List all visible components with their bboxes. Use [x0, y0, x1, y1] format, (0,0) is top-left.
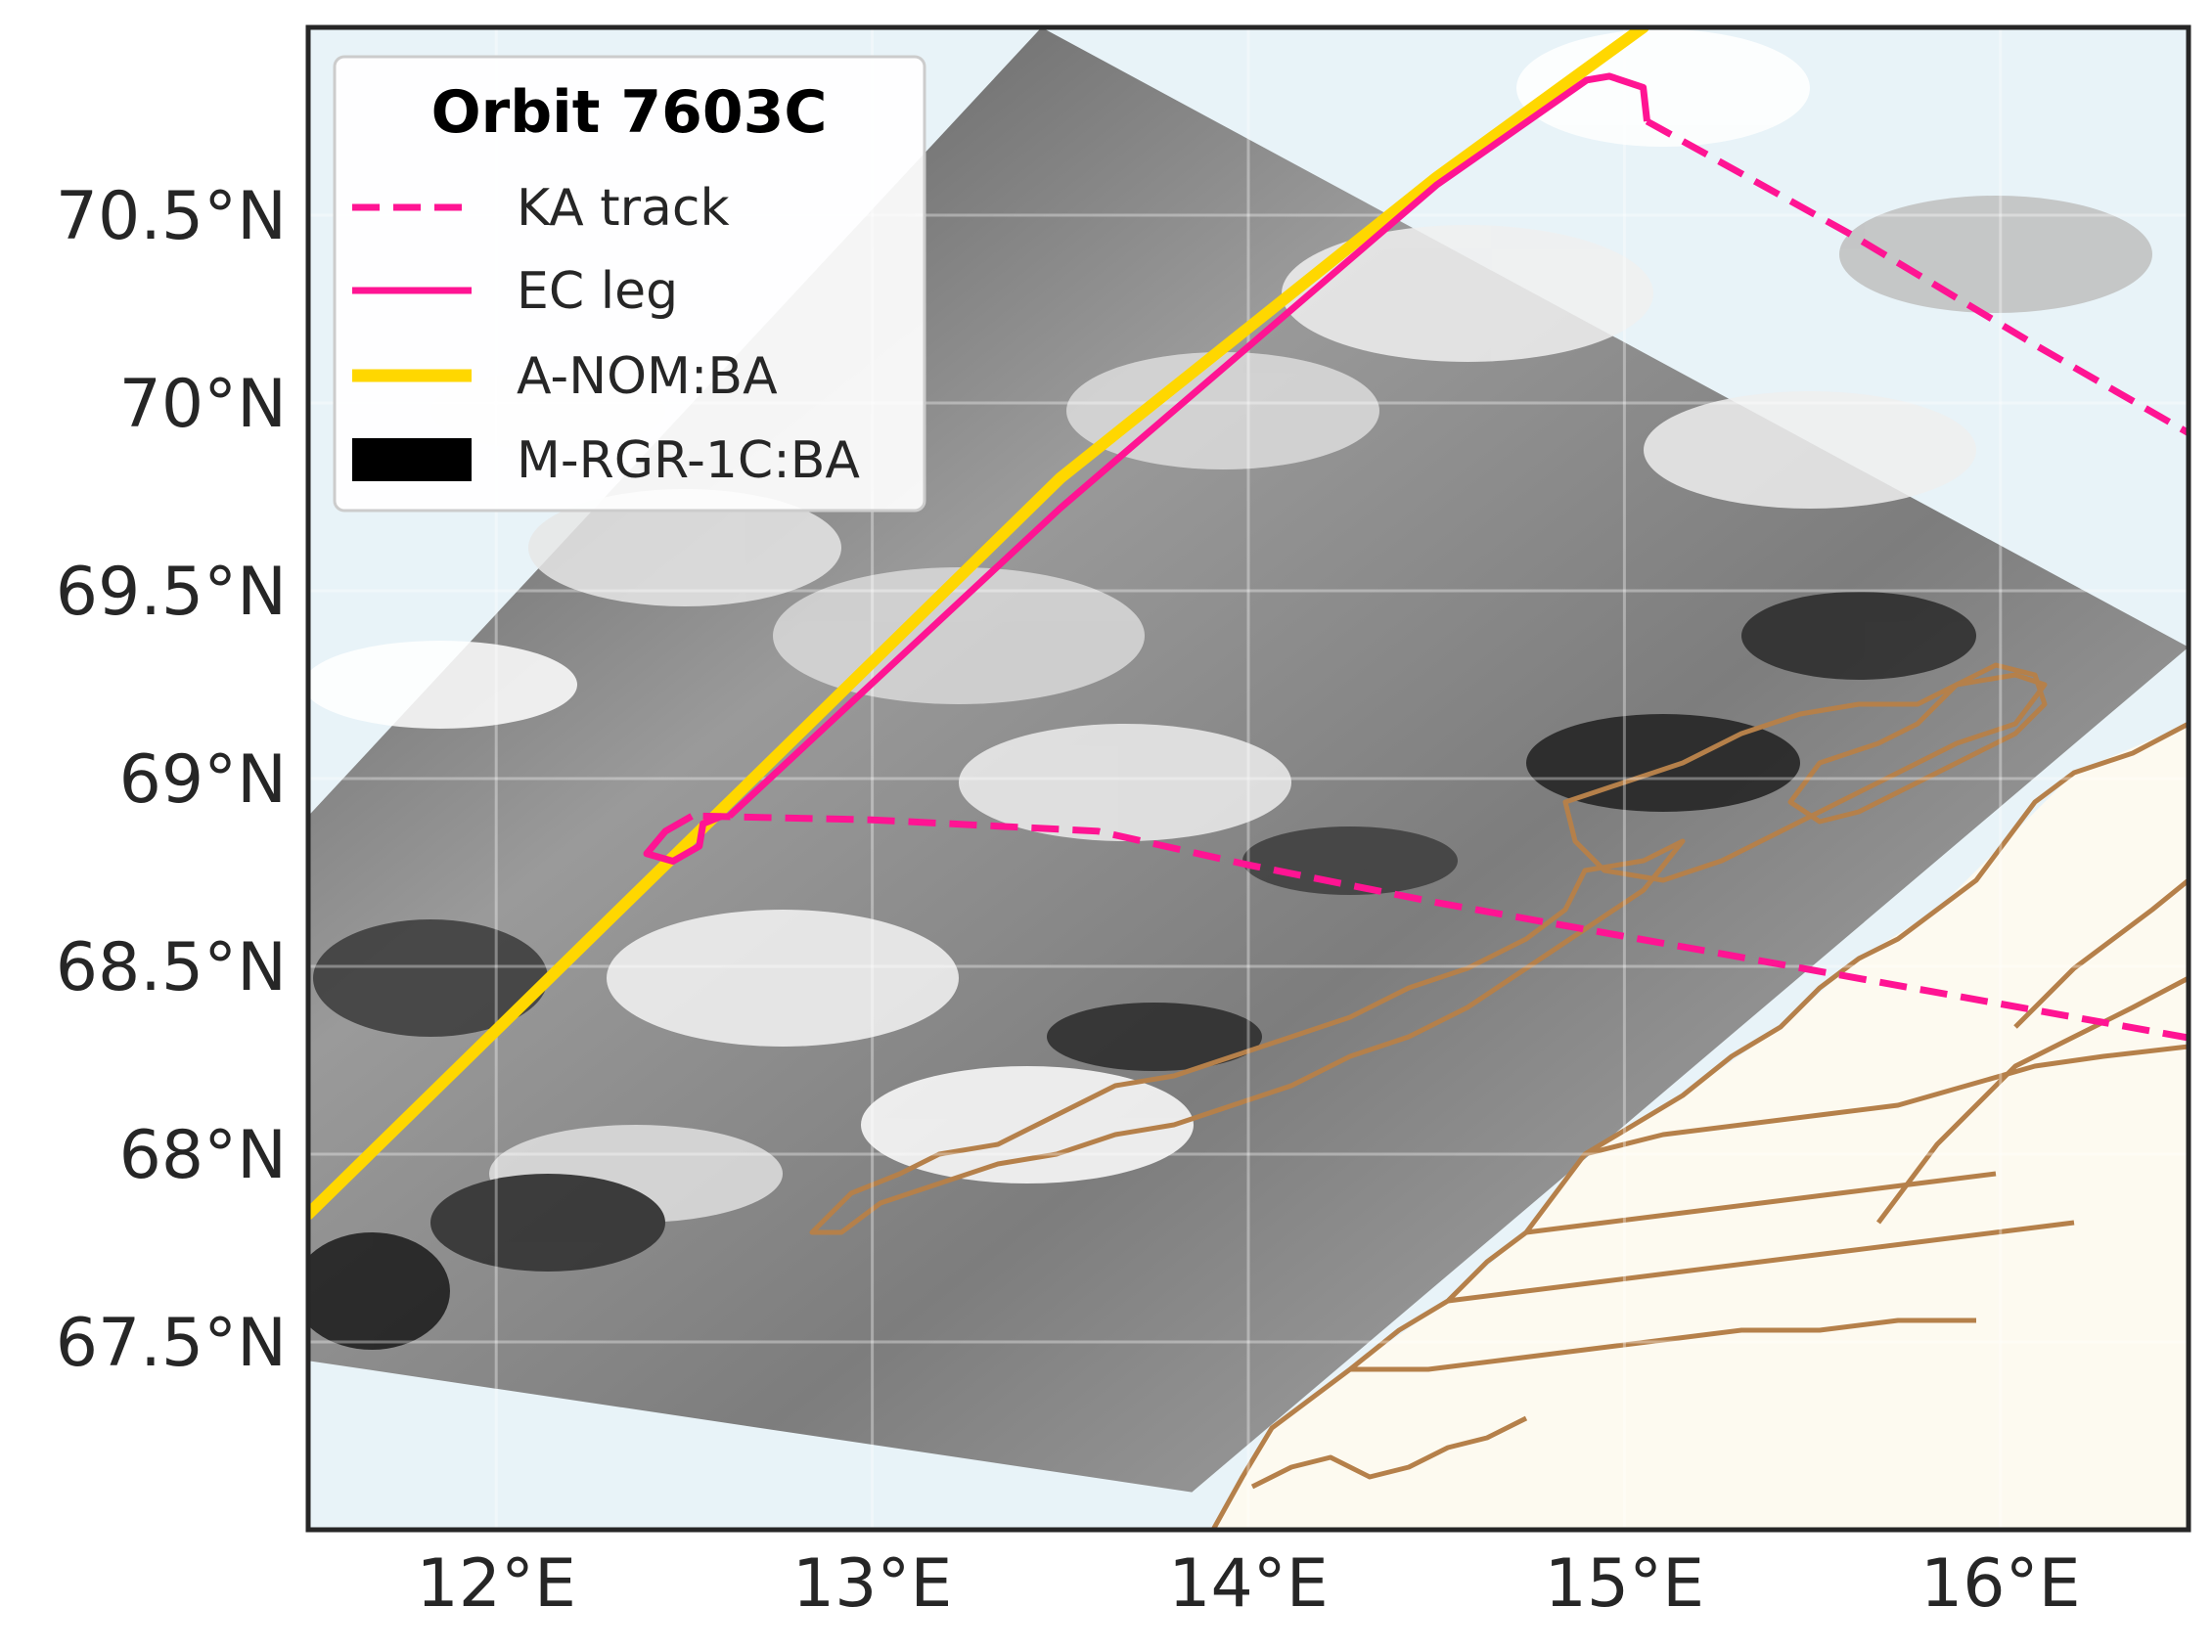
a-nom-ba-track [308, 27, 1649, 1221]
x-tick-label: 16°E [1920, 1545, 2081, 1623]
legend-title: Orbit 7603C [431, 78, 828, 147]
legend: Orbit 7603C KA track EC leg A-NOM:BA M-R… [333, 55, 926, 513]
y-tick-label: 68°N [119, 1117, 287, 1194]
y-tick-label: 70°N [119, 366, 287, 443]
legend-label-ec-leg: EC leg [517, 262, 678, 321]
fjord-coast-6 [2013, 878, 2189, 1029]
y-tick-label: 68.5°N [56, 929, 287, 1006]
y-axis-ticks: 67.5°N 68°N 68.5°N 69°N 69.5°N 70°N 70.5°N [56, 178, 287, 1382]
fjord-coast-4 [1350, 1317, 1976, 1372]
y-tick-label: 67.5°N [56, 1305, 287, 1382]
legend-swatch-m-rgr-1c [352, 438, 472, 481]
x-axis-ticks: 12°E 13°E 14°E 15°E 16°E [416, 1545, 2080, 1623]
y-tick-label: 69.5°N [56, 554, 287, 631]
southern-islands-coast [1250, 1415, 1528, 1490]
legend-label-ka-track: KA track [517, 179, 730, 238]
legend-label-m-rgr-1c: M-RGR-1C:BA [517, 431, 860, 490]
coastlines [809, 662, 2189, 1530]
legend-label-a-nom: A-NOM:BA [517, 347, 778, 406]
fjord-coast-2 [1525, 1171, 1997, 1235]
ka-track-south [702, 812, 2189, 1042]
ka-track-north [1645, 117, 2189, 436]
x-tick-label: 15°E [1545, 1545, 1705, 1623]
cloud-texture [308, 29, 2152, 1350]
x-tick-label: 14°E [1168, 1545, 1329, 1623]
lofoten-islands-coast [809, 838, 1686, 1235]
fjord-coast-1 [1584, 1044, 2189, 1157]
x-tick-label: 12°E [416, 1545, 576, 1623]
land-mainland [1213, 724, 2189, 1530]
x-tick-label: 13°E [792, 1545, 953, 1623]
hinnoya-coast [1787, 662, 2048, 825]
legend-box [333, 55, 926, 513]
y-tick-label: 69°N [119, 741, 287, 819]
vesteralen-coast [1562, 672, 2048, 883]
fjord-coast-3 [1447, 1220, 2075, 1304]
ec-leg-loop [643, 813, 724, 865]
fjord-coast-5 [1876, 975, 2189, 1225]
ec-leg-track [727, 72, 1650, 819]
plot-frame [305, 24, 2191, 1533]
y-tick-label: 70.5°N [56, 178, 287, 255]
